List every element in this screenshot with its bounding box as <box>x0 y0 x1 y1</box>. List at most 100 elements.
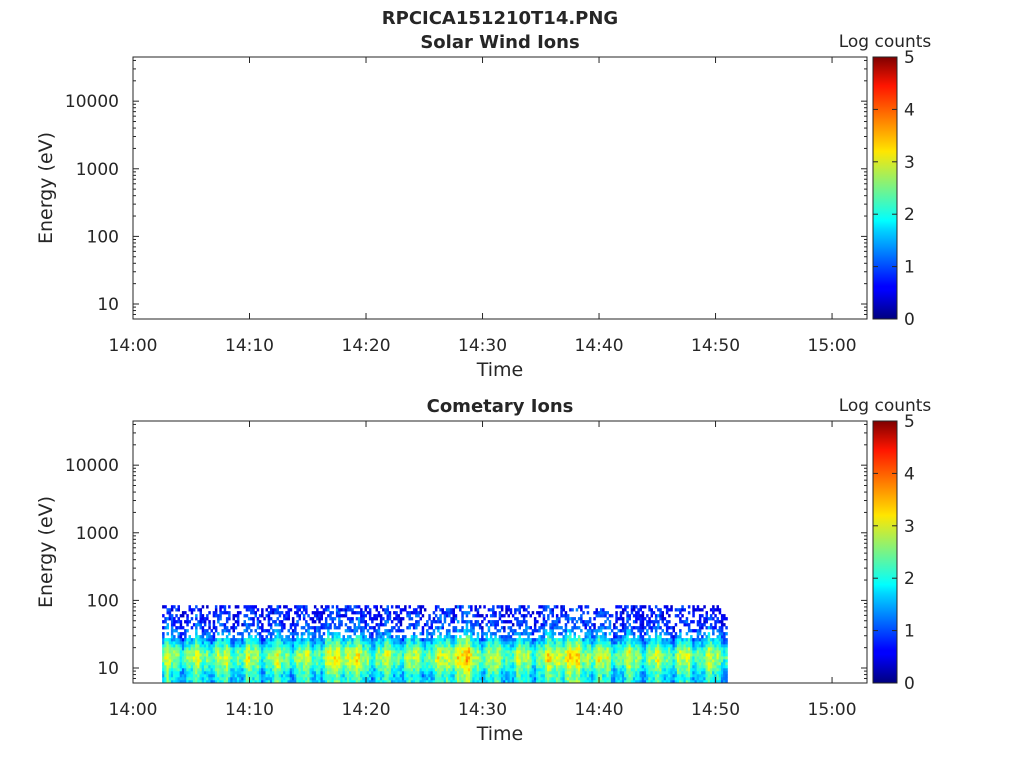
spectrogram-cell <box>236 680 240 683</box>
spectrogram-cell <box>390 650 394 654</box>
spectrogram-cell <box>287 665 290 669</box>
spectrogram-cell <box>544 653 548 657</box>
spectrogram-cell <box>602 668 605 672</box>
spectrogram-cell <box>296 659 299 663</box>
spectrogram-cell <box>349 608 352 612</box>
spectrogram-cell <box>375 665 378 669</box>
spectrogram-cell <box>672 677 675 681</box>
spectrogram-cell <box>421 680 425 683</box>
spectrogram-cell <box>582 665 585 669</box>
spectrogram-cell <box>212 626 216 630</box>
spectrogram-cell <box>637 677 640 681</box>
spectrogram-cell <box>632 662 636 666</box>
spectrogram-cell <box>316 608 319 612</box>
spectrogram-cell <box>577 644 581 648</box>
spectrogram-cell <box>454 662 458 666</box>
spectrogram-cell <box>474 647 477 651</box>
spectrogram-cell <box>470 665 473 669</box>
spectrogram-cell <box>252 623 255 627</box>
spectrogram-cell <box>384 638 387 642</box>
spectrogram-cell <box>632 665 636 669</box>
spectrogram-cell <box>419 671 422 675</box>
spectrogram-cell <box>382 674 385 678</box>
spectrogram-cell <box>604 650 607 654</box>
spectrogram-cell <box>263 638 266 642</box>
spectrogram-cell <box>670 647 673 651</box>
spectrogram-cell <box>432 611 436 615</box>
spectrogram-cell <box>342 644 345 648</box>
spectrogram-cell <box>507 635 510 639</box>
spectrogram-cell <box>375 680 378 683</box>
spectrogram-cell <box>465 677 469 681</box>
spectrogram-cell <box>179 614 183 618</box>
spectrogram-cell <box>408 650 411 654</box>
spectrogram-cell <box>672 656 675 660</box>
spectrogram-cell <box>560 647 563 651</box>
spectrogram-cell <box>626 617 629 621</box>
spectrogram-cell <box>379 680 383 683</box>
spectrogram-cell <box>566 638 570 642</box>
spectrogram-cell <box>628 632 631 636</box>
spectrogram-cell <box>628 647 631 651</box>
spectrogram-cell <box>415 623 418 627</box>
spectrogram-cell <box>274 668 277 672</box>
spectrogram-cell <box>208 656 211 660</box>
spectrogram-cell <box>430 677 433 681</box>
spectrogram-cell <box>619 671 623 675</box>
spectrogram-cell <box>298 614 301 618</box>
spectrogram-cell <box>234 671 238 675</box>
spectrogram-cell <box>250 671 253 675</box>
spectrogram-cell <box>593 626 596 630</box>
spectrogram-cell <box>311 671 315 675</box>
spectrogram-cell <box>375 668 378 672</box>
spectrogram-cell <box>390 656 394 660</box>
spectrogram-cell <box>648 623 651 627</box>
spectrogram-cell <box>349 620 352 624</box>
spectrogram-cell <box>320 653 323 657</box>
spectrogram-cell <box>657 647 660 651</box>
spectrogram-cell <box>357 665 361 669</box>
spectrogram-cell <box>536 650 539 654</box>
spectrogram-cell <box>487 656 491 660</box>
spectrogram-cell <box>333 617 337 621</box>
spectrogram-cell <box>206 614 209 618</box>
spectrogram-cell <box>225 656 229 660</box>
spectrogram-cell <box>450 659 453 663</box>
spectrogram-cell <box>399 638 403 642</box>
spectrogram-cell <box>478 614 482 618</box>
spectrogram-cell <box>291 641 295 645</box>
spectrogram-cell <box>232 680 235 683</box>
spectrogram-cell <box>289 632 293 636</box>
spectrogram-cell <box>327 680 330 683</box>
spectrogram-cell <box>564 641 568 645</box>
spectrogram-cell <box>443 647 447 651</box>
spectrogram-cell <box>166 668 169 672</box>
spectrogram-cell <box>296 644 299 648</box>
spectrogram-cell <box>265 650 268 654</box>
spectrogram-cell <box>648 617 651 621</box>
spectrogram-cell <box>613 662 616 666</box>
spectrogram-cell <box>492 653 495 657</box>
spectrogram-cell <box>472 614 475 618</box>
spectrogram-cell <box>181 626 185 630</box>
spectrogram-cell <box>522 665 526 669</box>
spectrogram-cell <box>395 668 398 672</box>
spectrogram-cell <box>509 677 513 681</box>
spectrogram-cell <box>252 605 255 609</box>
spectrogram-cell <box>514 677 517 681</box>
spectrogram-cell <box>340 623 343 627</box>
spectrogram-cell <box>665 647 669 651</box>
spectrogram-cell <box>408 659 411 663</box>
spectrogram-cell <box>509 671 513 675</box>
spectrogram-cell <box>393 668 396 672</box>
spectrogram-cell <box>351 647 354 651</box>
spectrogram-cell <box>547 644 550 648</box>
spectrogram-cell <box>654 620 658 624</box>
spectrogram-cell <box>360 614 363 618</box>
spectrogram-cell <box>522 629 526 633</box>
spectrogram-cell <box>533 656 537 660</box>
spectrogram-cell <box>461 617 464 621</box>
spectrogram-cell <box>505 620 508 624</box>
spectrogram-cell <box>219 659 222 663</box>
spectrogram-cell <box>544 671 548 675</box>
